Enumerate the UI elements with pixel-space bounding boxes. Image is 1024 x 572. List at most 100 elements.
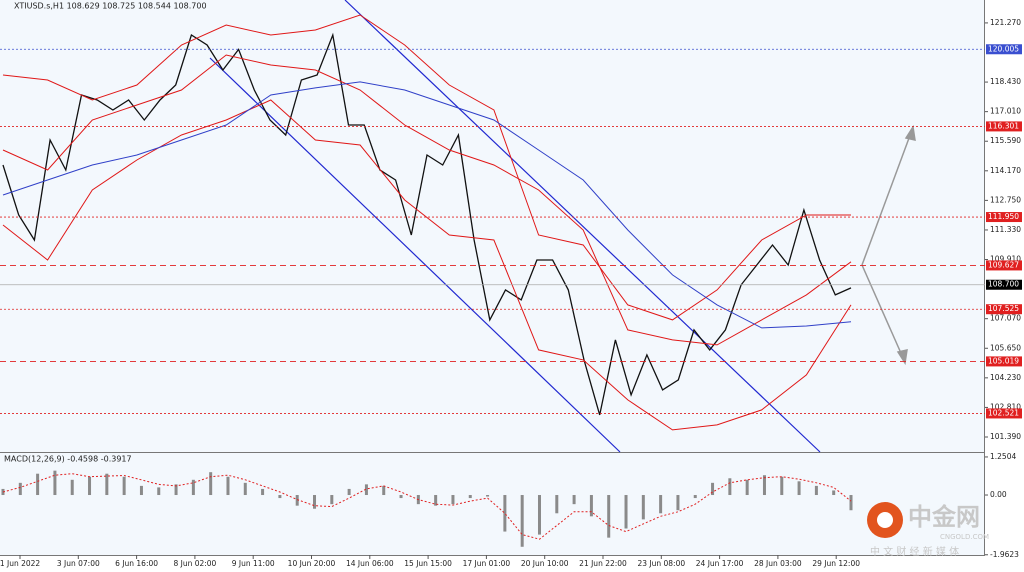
level-label-bg	[986, 121, 1022, 132]
macd-bar	[434, 495, 438, 506]
level-label: 105.019	[988, 356, 1019, 365]
arrow	[861, 129, 913, 266]
macd-bar	[399, 495, 403, 499]
x-tick-label: 15 Jun 15:00	[404, 559, 452, 568]
macd-bar	[243, 482, 247, 496]
level-label: 107.525	[988, 304, 1019, 313]
level-label: 120.005	[988, 44, 1019, 53]
macd-bar	[313, 495, 317, 509]
level-label-bg	[986, 304, 1022, 315]
x-tick-label: 6 Jun 16:00	[115, 559, 158, 568]
y-tick-label: 114.170	[990, 166, 1021, 175]
watermark-brand: 中金网	[908, 503, 980, 531]
macd-bar	[711, 482, 715, 496]
indicator-title: MACD(12,26,9) -0.4598 -0.3917	[4, 455, 132, 464]
macd-bar	[105, 473, 109, 496]
y-tick-label: 0.00	[990, 490, 1007, 499]
price-line	[2, 32, 852, 416]
level-label-bg	[986, 408, 1022, 419]
macd-bar	[330, 495, 334, 505]
macd-bar	[18, 482, 22, 496]
level-label: 116.301	[988, 121, 1019, 130]
y-tick-label: 1.2504	[990, 452, 1016, 461]
macd-bar	[88, 476, 92, 496]
macd-bar	[468, 495, 472, 499]
macd-bar	[36, 473, 40, 496]
macd-bar	[364, 484, 368, 496]
macd-bar	[191, 479, 195, 496]
chart-title: XTIUSD.s,H1 108.629 108.725 108.544 108.…	[14, 2, 207, 11]
x-tick-label: 17 Jun 01:00	[463, 559, 511, 568]
x-tick-label: 24 Jun 17:00	[696, 559, 744, 568]
macd-bar	[780, 476, 784, 496]
macd-bar	[226, 476, 230, 496]
watermark-slogan: 中 文 财 经 新 媒 体	[870, 545, 959, 558]
channel-line	[209, 57, 621, 453]
level-label: 111.950	[988, 212, 1019, 221]
watermark-domain: CNGOLD.COM	[940, 533, 989, 541]
macd-bar	[728, 478, 732, 496]
macd-bar	[382, 485, 386, 496]
macd-bar	[693, 495, 697, 499]
watermark: 中金网 CNGOLD.COM 中 文 财 经 新 媒 体	[867, 502, 989, 558]
x-tick-label: 9 Jun 11:00	[232, 559, 275, 568]
y-tick-label: 107.070	[990, 314, 1021, 323]
macd-bar	[624, 495, 628, 529]
y-tick-label: 101.390	[990, 432, 1021, 441]
plot-background	[0, 0, 985, 555]
logo	[877, 512, 893, 528]
macd-bar	[486, 495, 490, 497]
level-label: 108.700	[988, 280, 1019, 289]
macd-bar	[139, 485, 143, 496]
macd-bar	[849, 495, 853, 511]
y-tick-label: 115.590	[990, 136, 1021, 145]
x-tick-label: 23 Jun 08:00	[637, 559, 685, 568]
level-label: 102.521	[988, 408, 1019, 417]
macd-bar	[157, 487, 161, 496]
price-line	[2, 14, 851, 321]
macd-bar	[53, 470, 57, 496]
y-tick-label: 121.270	[990, 18, 1021, 27]
macd-bar	[122, 476, 126, 496]
y-tick-label: 118.430	[990, 77, 1021, 86]
arrow-head	[904, 124, 916, 141]
arrow	[861, 264, 905, 361]
macd-bar	[451, 495, 455, 505]
y-tick-label: 111.330	[990, 225, 1021, 234]
channel-line	[344, 0, 821, 453]
macd-bar	[659, 495, 663, 514]
x-tick-label: 14 Jun 06:00	[346, 559, 394, 568]
macd-bar	[607, 495, 611, 538]
x-tick-label: 29 Jun 12:00	[812, 559, 860, 568]
price-line	[2, 99, 852, 431]
macd-bar	[641, 495, 645, 520]
macd-bar	[832, 490, 836, 496]
macd-bar	[174, 484, 178, 496]
macd-bar	[503, 495, 507, 532]
price-line	[2, 54, 852, 346]
macd-bar	[797, 481, 801, 496]
macd-bar	[261, 488, 265, 496]
macd-bar	[745, 479, 749, 496]
macd-bar	[295, 495, 299, 506]
macd-bar	[572, 495, 576, 505]
y-tick-label: 104.230	[990, 373, 1021, 382]
x-tick-label: 20 Jun 10:00	[521, 559, 569, 568]
x-tick-label: 28 Jun 03:00	[754, 559, 802, 568]
level-label-bg	[986, 279, 1022, 290]
y-tick-label: 105.650	[990, 343, 1021, 352]
x-tick-label: 1 Jun 2022	[0, 559, 40, 568]
macd-bar	[209, 472, 213, 496]
macd-bar	[520, 495, 524, 547]
signal-line	[2, 473, 852, 540]
macd-bar	[814, 485, 818, 496]
macd-bar	[555, 495, 559, 514]
forecast-arrows	[861, 124, 916, 366]
macd-bar	[762, 475, 766, 496]
macd-bar	[589, 495, 593, 517]
x-tick-label: 21 Jun 22:00	[579, 559, 627, 568]
macd-bar	[70, 479, 74, 496]
macd-bar	[537, 495, 541, 535]
